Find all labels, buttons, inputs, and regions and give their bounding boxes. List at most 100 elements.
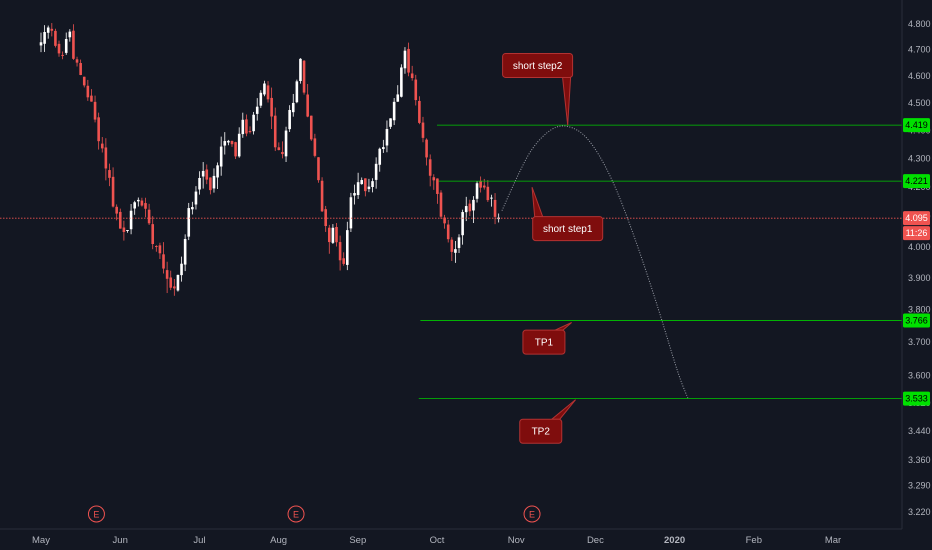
candle-up: [464, 206, 468, 213]
levels-layer: [0, 124, 902, 400]
candle-down: [317, 157, 320, 181]
y-tick-label: 4.800: [908, 19, 931, 29]
y-tick-label: 3.440: [908, 426, 931, 436]
y-tick-label: 4.300: [908, 153, 931, 163]
y-tick-label: 3.360: [908, 455, 931, 465]
candle-up: [183, 238, 187, 265]
candle-up: [353, 193, 356, 196]
candle-down: [270, 97, 273, 117]
candle-down: [122, 227, 126, 232]
y-tick-label: 3.290: [908, 481, 931, 491]
candle-down: [147, 209, 151, 224]
callout-box: [522, 329, 566, 355]
candle-up: [356, 182, 360, 196]
candle-down: [108, 170, 111, 178]
candle-down: [75, 59, 79, 63]
candle-down: [439, 192, 443, 217]
earnings-marker-icon: [287, 505, 305, 523]
y-tick-label: 3.700: [908, 337, 931, 347]
current-price-badge: 4.095: [905, 213, 928, 223]
candles-layer: [39, 23, 500, 296]
candle-down: [234, 142, 237, 157]
candle-up: [129, 210, 133, 230]
earnings-marker-label: E: [93, 510, 99, 520]
level-badge-bg: [903, 313, 930, 328]
candle-down: [327, 227, 331, 243]
x-tick-label: Oct: [430, 535, 445, 546]
candle-down: [418, 100, 421, 123]
candle-up: [385, 129, 389, 146]
candle-up: [259, 92, 263, 106]
earnings-marker-label: E: [529, 510, 535, 520]
candle-down: [479, 180, 482, 188]
candle-down: [410, 73, 414, 79]
candle-up: [64, 39, 68, 53]
candle-down: [50, 28, 54, 31]
candle-down: [468, 203, 472, 212]
countdown-badge: 11:26: [906, 228, 928, 238]
y-tick-label: 4.600: [908, 71, 931, 81]
callout-label: TP2: [532, 427, 551, 438]
candle-down: [493, 199, 497, 217]
candle-down: [342, 258, 346, 264]
candle-up: [263, 83, 266, 95]
level-badge: 4.221: [905, 176, 928, 186]
candle-down: [90, 95, 93, 102]
candle-down: [111, 176, 115, 207]
candle-up: [241, 119, 245, 135]
candle-up: [288, 110, 291, 130]
earnings-marker-icon: [523, 505, 541, 523]
x-tick-label: Nov: [508, 535, 525, 546]
callout-label: short step1: [543, 224, 593, 235]
candle-down: [173, 286, 176, 289]
callout-box: [519, 418, 563, 444]
candle-down: [230, 140, 234, 145]
candle-down: [82, 76, 86, 86]
candle-up: [396, 94, 400, 102]
candle-up: [367, 186, 371, 190]
candle-up: [191, 207, 194, 210]
candle-down: [61, 54, 64, 56]
level-badge: 3.766: [905, 316, 928, 326]
x-axis-ticks[interactable]: May Jun Jul Aug Sep Oct Nov Dec 2020 Feb Mar: [32, 535, 841, 546]
candle-down: [414, 79, 418, 101]
candle-down: [436, 178, 439, 194]
candle-down: [205, 169, 209, 180]
candle-down: [165, 270, 169, 279]
candle-up: [360, 180, 364, 185]
candle-down: [320, 180, 324, 212]
candle-down: [407, 48, 410, 73]
candle-up: [490, 197, 493, 199]
callout-label: short step2: [513, 61, 563, 72]
candle-up: [374, 163, 378, 180]
candle-up: [400, 67, 403, 97]
candle-down: [104, 147, 108, 169]
candle-up: [216, 165, 219, 178]
x-tick-label: Mar: [825, 535, 841, 546]
candle-down: [57, 43, 61, 54]
current-price-badge-bg: [903, 211, 930, 226]
x-tick-label: Aug: [270, 535, 287, 546]
earnings-marker-icon: [87, 505, 105, 523]
candle-up: [284, 130, 288, 157]
candle-down: [421, 122, 425, 138]
candle-down: [155, 246, 158, 248]
candle-up: [454, 249, 457, 253]
price-badges-layer: 4.419 4.221 3.766 3.533 4.095 11:26: [903, 118, 930, 406]
level-badge-bg: [903, 174, 930, 189]
candle-up: [46, 27, 50, 33]
candle-down: [428, 159, 432, 176]
candle-up: [389, 118, 392, 127]
x-tick-label: Dec: [587, 535, 604, 546]
level-badge-bg: [903, 118, 930, 133]
candle-down: [100, 143, 104, 149]
candle-down: [324, 209, 327, 227]
candle-down: [273, 115, 277, 148]
candle-down: [118, 211, 122, 229]
candle-up: [378, 148, 382, 165]
candle-down: [97, 117, 100, 142]
candle-up: [201, 170, 205, 177]
